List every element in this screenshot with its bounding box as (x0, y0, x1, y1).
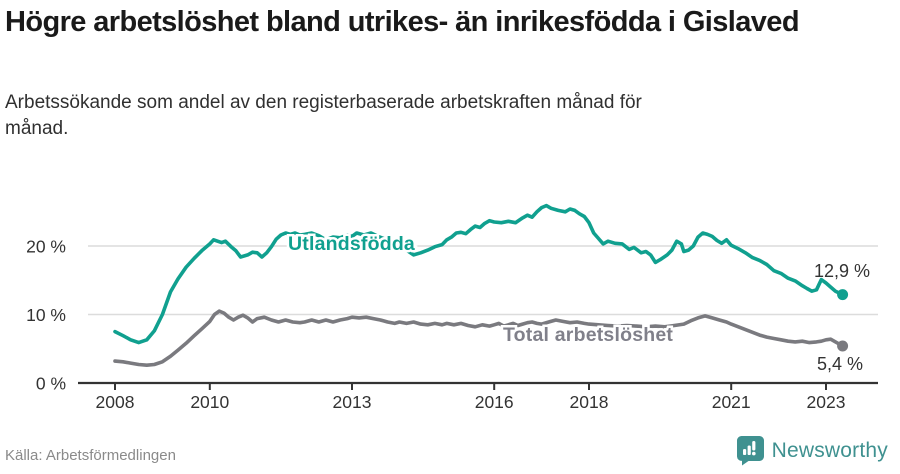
bar-tall (747, 445, 751, 455)
series-label: Total arbetslöshet (503, 324, 673, 346)
x-tick-label: 2018 (570, 392, 609, 412)
chart-subtitle: Arbetssökande som andel av den registerb… (5, 92, 642, 140)
exclamation-dot (751, 451, 756, 456)
series-endpoint-dot (837, 289, 849, 301)
value-label: 5,4 % (817, 354, 863, 374)
series-line-total (113, 309, 845, 368)
y-tick-label: 20 % (26, 237, 66, 257)
x-tick-label: 2013 (333, 392, 372, 412)
y-tick-label: 0 % (36, 374, 66, 394)
bar-short (742, 449, 746, 455)
page-title: Högre arbetslöshet bland utrikes- än inr… (5, 6, 800, 38)
x-tick-label: 2008 (96, 392, 135, 412)
newsworthy-logo-icon (736, 436, 764, 466)
x-tick-label: 2016 (475, 392, 514, 412)
y-tick-label: 10 % (26, 305, 66, 325)
x-axis (78, 381, 878, 390)
newsworthy-brand: Newsworthy (736, 435, 888, 466)
x-tick-label: 2023 (807, 392, 846, 412)
series-endpoint-dot (837, 340, 849, 352)
series-line-utlandsfodda (113, 203, 845, 345)
x-tick-label: 2021 (712, 392, 751, 412)
x-tick-label: 2010 (190, 392, 229, 412)
brand-name: Newsworthy (771, 438, 888, 462)
chart-footer: Källa: Arbetsförmedlingen Newsworthy (0, 434, 900, 466)
series-lines (113, 203, 849, 368)
value-label: 12,9 % (814, 261, 870, 281)
gridlines (88, 245, 878, 316)
chart-labels: 0 % 10 % 20 % 2008 2010 2013 2016 2018 2021 2023 U… (26, 231, 870, 413)
source-note: Källa: Arbetsförmedlingen (5, 447, 176, 464)
series-label: Utlandsfödda (288, 233, 415, 255)
exclamation-bar (751, 441, 756, 451)
